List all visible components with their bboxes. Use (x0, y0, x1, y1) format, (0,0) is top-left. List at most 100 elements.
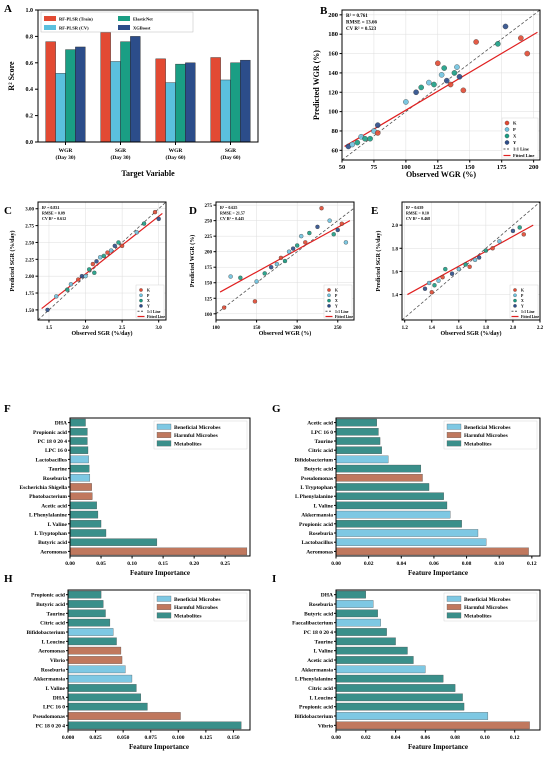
legend-label: Metabolites (174, 441, 202, 447)
y-tick-label: 0.8 (26, 34, 34, 40)
feature-label: Taurine (49, 467, 68, 473)
data-point (413, 89, 419, 96)
feature-label: Taurine (315, 439, 334, 445)
y-axis-label: Predicted SGR (%/day) (9, 231, 16, 292)
importance-bar (335, 455, 389, 464)
y-axis-label: Predicted SGR (%/day) (375, 231, 382, 292)
legend-marker (139, 293, 143, 298)
panel-letter-H: H (4, 573, 13, 585)
plot-area (216, 206, 354, 315)
importance-bar (335, 637, 396, 646)
legend-marker (327, 293, 331, 298)
data-point (476, 255, 482, 260)
importance-bar (69, 492, 93, 500)
panel-letter-B: B (320, 5, 328, 17)
data-point (473, 39, 479, 45)
panel-c-scatter: 1.5 2.0 2.5 3.0 1.50 1.75 2.00 2.25 2.50 2.75 3.00… (9, 201, 167, 337)
plot-frame (215, 201, 355, 321)
feature-label: L Valine (48, 522, 68, 528)
legend: RF-PLSR (Train) RF-PLSR (CV) ElasticNet XGB… (40, 11, 194, 33)
x-axis-label: Feature Importance (408, 743, 468, 751)
importance-bar (69, 529, 107, 537)
data-point (374, 130, 381, 136)
plot-frame (335, 417, 541, 557)
panel-letter-D: D (189, 205, 197, 217)
data-point (331, 232, 336, 237)
plot-frame (69, 417, 251, 557)
y-tick-label: 0.2 (26, 114, 34, 120)
plot-frame (37, 201, 167, 321)
x-tick-label: 175 (497, 164, 508, 171)
data-point (112, 243, 118, 249)
x-tick-label: 0.075 (145, 735, 158, 741)
panel-f-importance-chart: 0.00 0.05 0.10 0.15 0.20 0.25 DHA Propionic aci… (19, 417, 251, 577)
legend-swatch (156, 440, 172, 447)
data-point (490, 246, 495, 251)
data-point (65, 287, 70, 292)
data-point (472, 257, 478, 263)
one-to-one-line (402, 202, 540, 320)
x-tick-label: 200 (293, 326, 301, 331)
feature-label: Butyric acid (304, 467, 333, 473)
fitted-line (219, 220, 351, 293)
x-tick-label: 0.10 (494, 561, 504, 567)
fitted-line (407, 224, 534, 296)
legend-marker (513, 298, 517, 303)
y-tick-label: 1.50 (25, 309, 34, 314)
bar (130, 36, 141, 143)
importance-bar (69, 483, 92, 491)
y-tick-label: 3.00 (25, 208, 34, 213)
bar (165, 82, 176, 143)
x-tick-label: 0.00 (65, 561, 75, 567)
importance-bar (67, 712, 181, 720)
legend-label: K (521, 289, 524, 293)
feature-label: LPC 16 0 (45, 448, 67, 454)
feature-label: Propionic acid (299, 522, 333, 528)
importance-bar (335, 646, 408, 655)
legend-marker (504, 127, 510, 132)
data-point (238, 275, 243, 280)
y-tick-label: 2.75 (25, 225, 34, 230)
importance-bar (69, 446, 89, 454)
feature-label: Pseudomonas (301, 476, 333, 482)
legend-swatch (156, 432, 172, 438)
x-tick-label: 1.5 (46, 326, 53, 331)
legend: Beneficial Microbes Harmful Microbes Metab… (443, 592, 538, 622)
y-tick-label: 150 (205, 282, 213, 287)
data-point (108, 248, 114, 253)
legend-label: P (521, 294, 524, 298)
importance-bar (335, 609, 378, 618)
importance-bar (335, 418, 377, 427)
legend-marker (504, 133, 510, 139)
x-tick-label: 3.0 (156, 326, 163, 331)
importance-bar (335, 492, 444, 500)
feature-label: L Valine (46, 686, 66, 692)
x-tick-label: 0.10 (127, 561, 137, 567)
x-tick-label: (Day 60) (220, 154, 240, 161)
y-axis-label: Predicted WGR (%) (312, 50, 321, 120)
data-point (367, 135, 373, 142)
feature-label: LPC 16 0 (43, 705, 65, 711)
importance-bar (335, 483, 430, 491)
feature-label: Bifidobacterium (295, 457, 334, 463)
plot-area (342, 10, 540, 160)
one-to-one-line (342, 10, 540, 160)
bar (220, 79, 231, 143)
panel-letter-E: E (371, 205, 378, 217)
importance-bar (335, 529, 479, 537)
x-tick-label: 0.04 (396, 561, 406, 567)
feature-label: PC 18 0 20 4 (38, 439, 68, 445)
data-point (403, 99, 409, 105)
panel-letter-F: F (4, 403, 11, 415)
stats-text: RMSE = 13.66 (346, 21, 378, 26)
data-point (152, 209, 158, 215)
importance-bar (335, 590, 366, 599)
data-point (156, 216, 161, 222)
legend-marker (504, 120, 510, 126)
stats-text: R² = 0.639 (406, 205, 423, 210)
x-tick-label: 0.125 (200, 735, 213, 741)
legend-swatch (156, 612, 172, 619)
feature-label: Roseburia (41, 667, 65, 673)
data-point (101, 253, 107, 259)
legend-label: 1:1 Line (335, 310, 349, 314)
